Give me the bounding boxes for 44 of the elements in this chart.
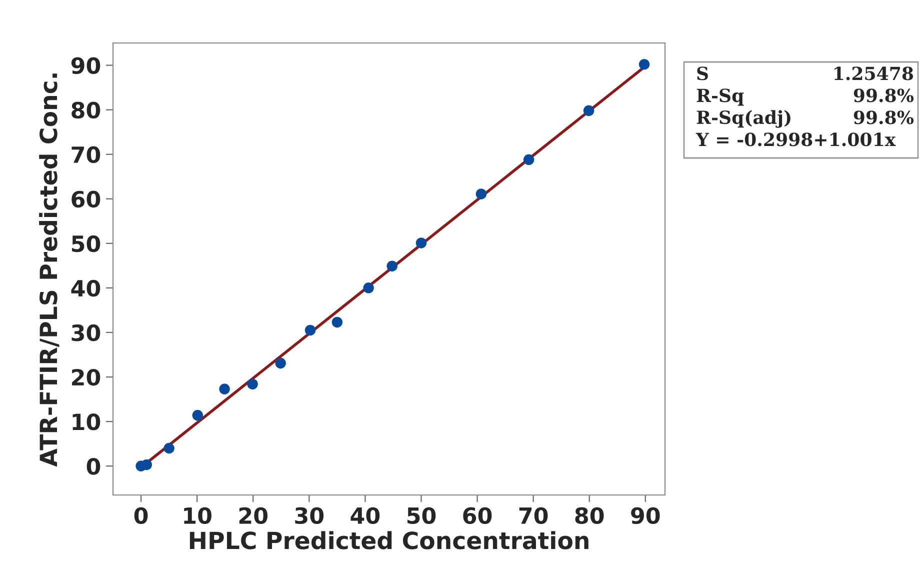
point xyxy=(523,154,534,166)
point xyxy=(363,282,374,294)
text: 1.25478 xyxy=(834,66,914,80)
y-tick-label: 50 xyxy=(72,235,100,252)
point xyxy=(476,188,487,200)
y-tick-label: 80 xyxy=(72,102,100,119)
x-tick-label: 20 xyxy=(239,507,268,524)
y-tick-label: 90 xyxy=(71,57,100,74)
x-tick-label: 50 xyxy=(407,507,436,524)
x-tick-label: 60 xyxy=(463,507,492,524)
y-tick-label: 0 xyxy=(86,458,100,475)
text: Y = -0.2998+1.001x xyxy=(696,132,896,146)
y-tick-label: 40 xyxy=(71,280,100,297)
text: S xyxy=(697,66,708,80)
y-tick-label: 70 xyxy=(72,146,100,164)
x-tick-label: 40 xyxy=(350,507,380,524)
y-tick-label: 30 xyxy=(72,324,100,342)
point xyxy=(638,58,650,70)
x-axis-title: HPLC Predicted Concentration xyxy=(190,531,588,550)
point xyxy=(386,260,398,272)
text: 99.8% xyxy=(854,88,914,102)
point xyxy=(275,358,286,369)
x-tick-label: 10 xyxy=(184,507,212,524)
point xyxy=(583,105,594,116)
point xyxy=(141,459,152,470)
text: R-Sq xyxy=(696,88,744,106)
x-tick-label: 0 xyxy=(134,507,148,524)
text: R-Sq(adj) xyxy=(696,110,790,128)
x-tick-label: 80 xyxy=(575,507,604,524)
point xyxy=(247,378,258,390)
point xyxy=(192,410,203,421)
point xyxy=(332,316,343,328)
point xyxy=(219,384,230,394)
y-axis-title: ATR-FTIR/PLS Predicted Conc. xyxy=(39,74,60,467)
x-tick-label: 70 xyxy=(519,507,548,524)
point xyxy=(164,442,174,454)
y-tick-label: 60 xyxy=(72,190,100,208)
y-tick-label: 10 xyxy=(72,413,100,430)
point xyxy=(304,324,316,336)
y-tick-label: 20 xyxy=(72,368,100,386)
x-tick-label: 90 xyxy=(631,507,660,524)
x-tick-label: 30 xyxy=(295,507,324,524)
point xyxy=(416,238,427,248)
text: 99.8% xyxy=(854,110,914,124)
